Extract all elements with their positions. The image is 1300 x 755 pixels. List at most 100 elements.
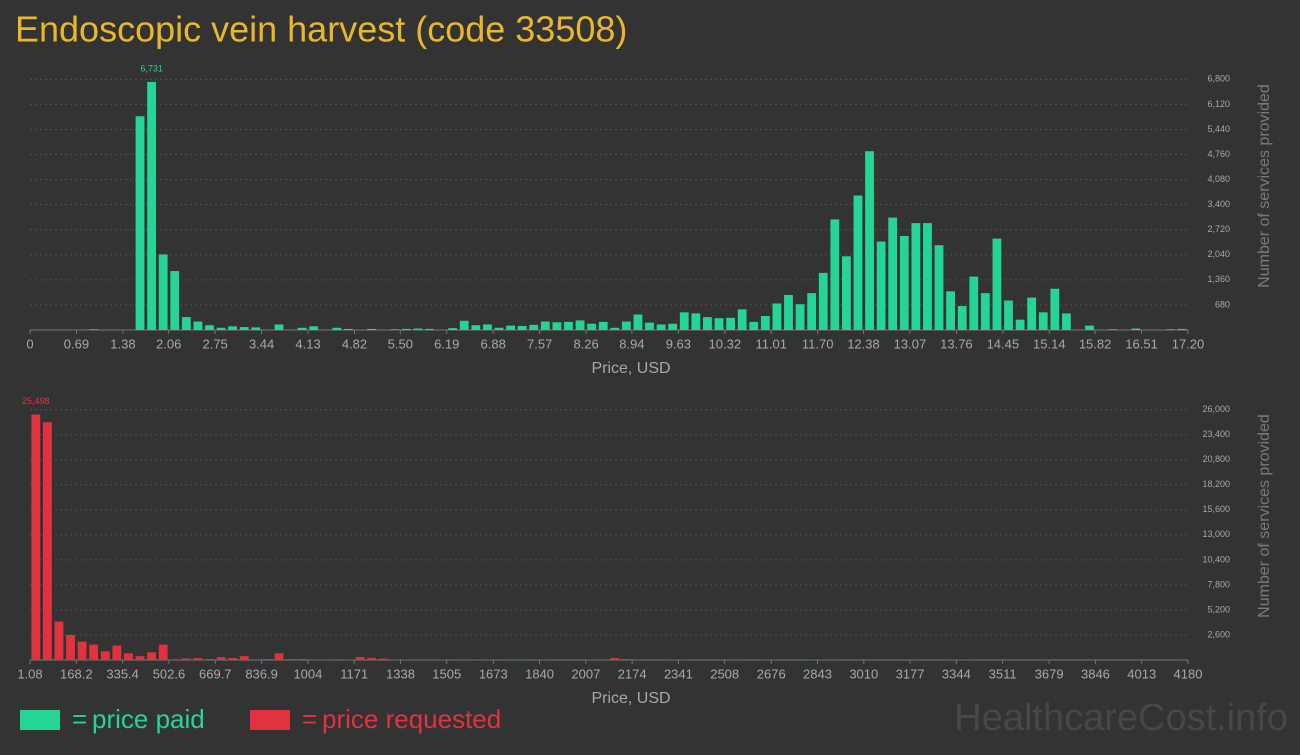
x-tick-label: 1.38 bbox=[110, 336, 135, 351]
bar bbox=[240, 327, 249, 330]
x-tick-label: 0 bbox=[26, 336, 33, 351]
x-tick-label: 3679 bbox=[1035, 666, 1064, 681]
x-tick-label: 669.7 bbox=[199, 666, 232, 681]
bar bbox=[402, 329, 411, 330]
bar bbox=[101, 651, 110, 660]
bar bbox=[691, 313, 700, 330]
y-tick-label: 1,360 bbox=[1207, 274, 1230, 284]
x-tick-label: 15.82 bbox=[1079, 336, 1112, 351]
x-tick-label: 8.94 bbox=[619, 336, 644, 351]
bar bbox=[367, 658, 376, 660]
legend-swatch bbox=[250, 710, 290, 730]
bar bbox=[194, 658, 203, 660]
bar bbox=[807, 293, 816, 330]
bar bbox=[622, 322, 631, 330]
bar bbox=[911, 659, 920, 660]
x-tick-label: 7.57 bbox=[527, 336, 552, 351]
bar bbox=[541, 322, 550, 330]
bar bbox=[112, 646, 121, 660]
bar bbox=[1131, 329, 1140, 330]
bar bbox=[819, 273, 828, 330]
data-label: 6,731 bbox=[140, 63, 163, 73]
legend-swatch bbox=[20, 710, 60, 730]
x-tick-label: 836.9 bbox=[245, 666, 278, 681]
x-tick-label: 13.07 bbox=[894, 336, 927, 351]
x-tick-label: 2007 bbox=[571, 666, 600, 681]
bar bbox=[136, 116, 145, 330]
bar bbox=[622, 659, 631, 660]
bar bbox=[471, 325, 480, 330]
bar bbox=[587, 324, 596, 330]
watermark: HealthcareCost.info bbox=[954, 697, 1288, 739]
y-axis-label: Number of services provided bbox=[1256, 84, 1273, 288]
x-tick-label: 0.69 bbox=[64, 336, 89, 351]
y-tick-label: 23,400 bbox=[1202, 429, 1230, 439]
x-tick-label: 3344 bbox=[942, 666, 971, 681]
bar bbox=[761, 316, 770, 330]
bar bbox=[182, 317, 191, 330]
bar bbox=[552, 322, 561, 330]
x-tick-label: 2.06 bbox=[156, 336, 181, 351]
x-tick-label: 1004 bbox=[293, 666, 322, 681]
bar bbox=[298, 659, 307, 660]
bar bbox=[170, 271, 179, 330]
x-axis-label: Price, USD bbox=[591, 690, 670, 707]
x-tick-label: 1338 bbox=[386, 666, 415, 681]
bar bbox=[981, 293, 990, 330]
x-tick-label: 335.4 bbox=[106, 666, 139, 681]
bar bbox=[147, 652, 156, 660]
bar bbox=[1016, 320, 1025, 330]
x-tick-label: 4013 bbox=[1127, 666, 1156, 681]
y-tick-label: 20,800 bbox=[1202, 454, 1230, 464]
x-tick-label: 4.82 bbox=[342, 336, 367, 351]
y-tick-label: 10,400 bbox=[1202, 554, 1230, 564]
bar bbox=[958, 306, 967, 330]
y-tick-label: 4,760 bbox=[1207, 149, 1230, 159]
bar bbox=[89, 329, 98, 330]
bar bbox=[251, 327, 260, 330]
x-tick-label: 9.63 bbox=[666, 336, 691, 351]
x-tick-label: 2676 bbox=[757, 666, 786, 681]
x-tick-label: 502.6 bbox=[153, 666, 186, 681]
bar bbox=[703, 317, 712, 330]
bar bbox=[356, 657, 365, 660]
bar bbox=[390, 329, 399, 330]
bar bbox=[842, 256, 851, 330]
x-tick-label: 17.20 bbox=[1172, 336, 1205, 351]
x-tick-label: 1840 bbox=[525, 666, 554, 681]
y-tick-label: 2,040 bbox=[1207, 249, 1230, 259]
bar bbox=[425, 329, 434, 330]
bar bbox=[576, 320, 585, 330]
bar bbox=[830, 219, 839, 330]
bar bbox=[854, 195, 863, 330]
bar bbox=[159, 645, 168, 660]
bar bbox=[228, 326, 237, 330]
bar bbox=[55, 621, 64, 660]
x-tick-label: 15.14 bbox=[1033, 336, 1066, 351]
y-tick-label: 2,600 bbox=[1207, 629, 1230, 639]
page-title: Endoscopic vein harvest (code 33508) bbox=[15, 9, 627, 50]
bar bbox=[66, 635, 75, 660]
y-tick-label: 18,200 bbox=[1202, 479, 1230, 489]
bar bbox=[448, 328, 457, 330]
bar bbox=[217, 657, 226, 660]
bar bbox=[136, 656, 145, 660]
bar bbox=[1004, 301, 1013, 330]
bar bbox=[275, 324, 284, 330]
x-tick-label: 1673 bbox=[479, 666, 508, 681]
bar bbox=[344, 329, 353, 330]
y-tick-label: 26,000 bbox=[1202, 404, 1230, 414]
x-tick-label: 6.19 bbox=[434, 336, 459, 351]
bar bbox=[680, 312, 689, 330]
bar bbox=[1027, 298, 1036, 330]
y-tick-label: 680 bbox=[1215, 299, 1230, 309]
y-tick-label: 13,000 bbox=[1202, 529, 1230, 539]
bar bbox=[367, 329, 376, 330]
x-tick-label: 10.32 bbox=[709, 336, 742, 351]
bar bbox=[911, 223, 920, 330]
data-label: 25,498 bbox=[22, 396, 50, 406]
bar bbox=[483, 324, 492, 330]
y-axis-label: Number of services provided bbox=[1256, 414, 1273, 618]
bar bbox=[749, 322, 758, 330]
